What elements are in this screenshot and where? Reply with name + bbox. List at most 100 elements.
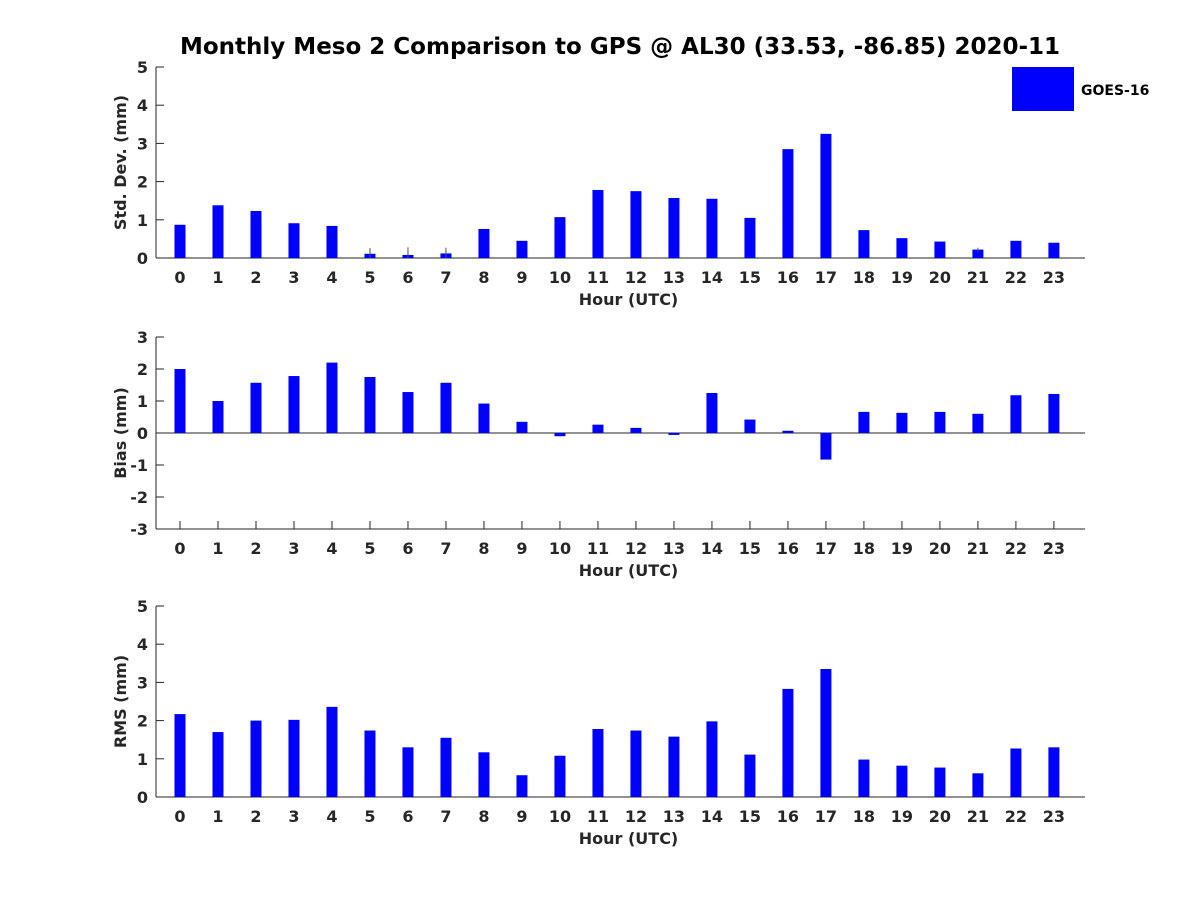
chart-title: Monthly Meso 2 Comparison to GPS @ AL30 …: [180, 34, 1060, 60]
bias-x-tick-label: 0: [174, 539, 185, 558]
bias-x-tick-label: 2: [250, 539, 261, 558]
rms-x-tick-label: 4: [326, 807, 337, 826]
bias-bar: [554, 433, 566, 437]
std-dev-y-tick-label: 3: [137, 134, 148, 153]
bias-x-tick-label: 12: [625, 539, 647, 558]
std-dev-y-tick-label: 1: [137, 211, 148, 230]
rms-x-tick-label: 16: [777, 807, 799, 826]
rms-x-tick-label: 15: [739, 807, 761, 826]
std-dev-x-tick-label: 19: [891, 268, 913, 287]
rms-x-tick-label: 10: [549, 807, 571, 826]
legend-label: GOES-16: [1081, 83, 1149, 99]
std-dev-bar: [706, 198, 718, 258]
bias-bar: [1048, 393, 1060, 433]
rms-y-tick-label: 2: [137, 712, 148, 731]
bias-x-tick-label: 19: [891, 539, 913, 558]
bias-x-tick-label: 22: [1005, 539, 1027, 558]
bias-x-tick-label: 9: [516, 539, 527, 558]
bias-bar: [174, 369, 186, 433]
bias-bar: [402, 392, 414, 433]
std-dev-x-tick-label: 20: [929, 268, 951, 287]
bias-x-tick-label: 7: [440, 539, 451, 558]
std-dev-x-tick-label: 9: [516, 268, 527, 287]
bias-y-tick-label: -2: [130, 488, 148, 507]
std-dev-y-tick-label: 2: [137, 173, 148, 192]
std-dev-y-axis-label: Std. Dev. (mm): [111, 95, 130, 230]
rms-bar: [1048, 747, 1060, 797]
std-dev-x-tick-label: 10: [549, 268, 571, 287]
std-dev-bar: [820, 133, 832, 258]
rms-x-tick-label: 13: [663, 807, 685, 826]
bias-bar: [440, 382, 452, 433]
bias-x-tick-label: 5: [364, 539, 375, 558]
rms-x-tick-label: 8: [478, 807, 489, 826]
std-dev-bar: [668, 198, 680, 258]
rms-bar: [896, 765, 908, 797]
bias-x-tick-label: 14: [701, 539, 723, 558]
std-dev-bar: [782, 149, 794, 258]
rms-bar: [288, 719, 300, 797]
rms-x-tick-label: 12: [625, 807, 647, 826]
bias-bar: [668, 433, 680, 435]
std-dev-x-tick-label: 11: [587, 268, 609, 287]
std-dev-bar: [478, 228, 490, 258]
std-dev-bar: [288, 223, 300, 258]
rms-bar: [212, 732, 224, 797]
rms-bar: [858, 759, 870, 797]
bias-y-axis-label: Bias (mm): [111, 387, 130, 479]
std-dev-x-tick-label: 5: [364, 268, 375, 287]
std-dev-x-tick-label: 6: [402, 268, 413, 287]
bias-x-tick-label: 6: [402, 539, 413, 558]
rms-bar: [934, 767, 946, 797]
bias-bar: [1010, 395, 1022, 433]
std-dev-bar: [554, 217, 566, 258]
std-dev-x-tick-label: 15: [739, 268, 761, 287]
rms-x-tick-label: 3: [288, 807, 299, 826]
rms-bar: [668, 736, 680, 797]
std-dev-y-tick-label: 4: [137, 96, 148, 115]
bias-x-tick-label: 11: [587, 539, 609, 558]
bias-x-tick-label: 4: [326, 539, 337, 558]
std-dev-bar: [212, 205, 224, 258]
rms-x-tick-label: 0: [174, 807, 185, 826]
rms-x-tick-label: 2: [250, 807, 261, 826]
bias-x-tick-label: 15: [739, 539, 761, 558]
rms-y-axis-label: RMS (mm): [111, 655, 130, 748]
std-dev-bar: [896, 238, 908, 258]
rms-x-tick-label: 19: [891, 807, 913, 826]
rms-x-tick-label: 18: [853, 807, 875, 826]
rms-x-tick-label: 7: [440, 807, 451, 826]
rms-bar: [440, 737, 452, 797]
bias-y-tick-label: 1: [137, 392, 148, 411]
rms-x-tick-label: 11: [587, 807, 609, 826]
std-dev-x-tick-label: 13: [663, 268, 685, 287]
rms-x-tick-label: 14: [701, 807, 723, 826]
bias-bar: [820, 433, 832, 460]
std-dev-y-tick-label: 0: [137, 249, 148, 268]
bias-y-tick-label: 2: [137, 360, 148, 379]
std-dev-bar: [592, 190, 604, 258]
bias-x-tick-label: 18: [853, 539, 875, 558]
rms-y-tick-label: 1: [137, 750, 148, 769]
rms-bar: [174, 714, 186, 797]
std-dev-x-tick-label: 12: [625, 268, 647, 287]
std-dev-bar: [174, 224, 186, 258]
std-dev-bar: [744, 217, 756, 258]
bias-bar: [478, 403, 490, 433]
rms-y-tick-label: 4: [137, 635, 148, 654]
std-dev-x-tick-label: 14: [701, 268, 723, 287]
rms-bar: [744, 754, 756, 797]
bias-x-tick-label: 17: [815, 539, 837, 558]
bias-bar: [706, 393, 718, 433]
bias-bar: [896, 412, 908, 433]
legend-swatch: [1012, 67, 1074, 111]
rms-bar: [630, 730, 642, 797]
std-dev-x-tick-label: 0: [174, 268, 185, 287]
rms-bar: [820, 669, 832, 797]
bias-x-tick-label: 10: [549, 539, 571, 558]
rms-x-tick-label: 17: [815, 807, 837, 826]
rms-bar: [782, 688, 794, 797]
rms-bar: [1010, 748, 1022, 797]
